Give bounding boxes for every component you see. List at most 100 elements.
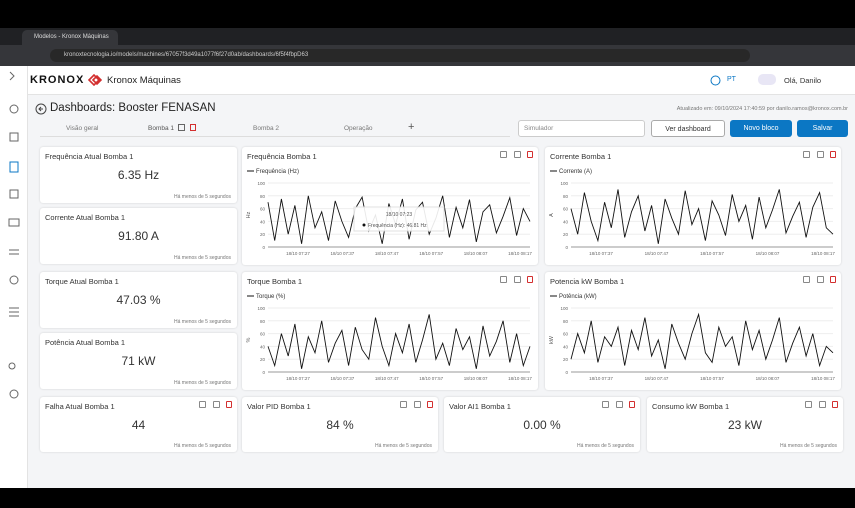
greeting[interactable]: Olá, Danilo [784,76,822,85]
save-button[interactable]: Salvar [797,120,848,137]
back-button[interactable] [35,103,47,115]
url[interactable]: kronoxtecnologia.io/models/machines/6705… [50,49,750,62]
delete-icon[interactable] [629,401,635,408]
brand: KRONOX [30,74,85,86]
language[interactable]: PT [727,76,736,83]
edit-icon[interactable] [178,124,185,131]
tab[interactable]: Operação [344,125,373,132]
card-action[interactable] [514,276,521,283]
delete-icon[interactable] [226,401,232,408]
card-action[interactable] [199,401,206,408]
y-tick-label: 80 [563,319,569,324]
nav-icon[interactable] [8,362,16,370]
nav-icon[interactable] [8,218,20,227]
tab[interactable]: Visão geral [66,125,99,132]
nav-icon[interactable] [9,161,19,173]
view-button[interactable]: Ver dashboard [651,120,725,137]
tab[interactable]: Bomba 2 [253,125,280,132]
chart-card: Corrente Bomba 1 Corrente (A) A 0 20 40 60 80 10… [545,147,841,265]
card-action[interactable] [805,401,812,408]
tab[interactable]: Bomba 1 [148,125,175,132]
tooltip [353,206,445,232]
legend-label: Torque (%) [256,294,285,300]
card-action[interactable] [803,276,810,283]
brand-logo [88,74,102,86]
card-title: Frequência Atual Bomba 1 [45,152,134,161]
y-tick-label: 0 [565,370,568,375]
y-tick-label: 60 [260,332,266,337]
delete-icon[interactable] [830,151,836,158]
y-tick-label: 0 [262,245,265,250]
nav-icon[interactable] [9,104,19,114]
card-action[interactable] [602,401,609,408]
x-tick-label: 18/10 07:57 [700,251,724,256]
y-tick-label: 80 [563,194,569,199]
nav-icon[interactable] [9,189,19,199]
new-block-button[interactable]: Novo bloco [730,120,792,137]
y-tick-label: 60 [260,207,266,212]
x-tick-label: 18/10 07:47 [375,251,399,256]
card-action[interactable] [803,151,810,158]
value-card: Valor PID Bomba 1 84 % Há menos de 5 segun… [242,397,438,452]
nav-icon[interactable] [9,275,19,285]
app-header: KRONOX Kronox Máquinas PT Olá, Danilo [28,66,855,95]
value-card: Potência Atual Bomba 1 71 kW Há menos de 5… [40,333,237,389]
delete-icon[interactable] [527,276,533,283]
delete-icon[interactable] [190,124,196,131]
card-action[interactable] [500,276,507,283]
help-icon[interactable] [710,75,721,86]
card-action[interactable] [817,151,824,158]
delete-icon[interactable] [427,401,433,408]
sidebar-icons [8,71,20,399]
card-footer: Há menos de 5 segundos [375,443,432,449]
card-footer: Há menos de 5 segundos [174,319,231,325]
nav-icon[interactable] [9,249,19,255]
tooltip-dot [362,223,366,227]
card-title: Corrente Atual Bomba 1 [45,213,126,222]
y-tick-label: 0 [262,370,265,375]
delete-icon[interactable] [832,401,838,408]
card-footer: Há menos de 5 segundos [174,255,231,261]
card-action[interactable] [414,401,421,408]
y-tick-label: 20 [563,232,569,237]
nav-icon[interactable] [9,389,19,399]
card-action[interactable] [819,401,826,408]
card-action[interactable] [500,151,507,158]
tab-bar: Modelos - Kronox Máquinas [0,28,855,45]
y-tick-label: 100 [257,306,265,311]
y-axis-label: kW [549,335,555,344]
address-bar: kronoxtecnologia.io/models/machines/6705… [0,45,855,66]
add-tab[interactable]: + [408,121,415,133]
card-value: 23 kW [727,417,762,432]
card-action[interactable] [817,276,824,283]
card-action[interactable] [213,401,220,408]
series-line [570,312,834,369]
card-title: Corrente Bomba 1 [550,152,612,161]
card-footer: Há menos de 5 segundos [577,443,634,449]
chart-card: Torque Bomba 1 Torque (%)% 0 20 40 60 80 100 18/… [242,272,538,390]
line-chart: Corrente (A) A 0 20 40 60 80 100 18/10 07:37 18/1… [549,169,835,256]
chart-card: Potencia kW Bomba 1 Potência (kW) kW 0 20 40 6… [545,272,841,390]
y-axis-label: Hz [246,211,252,218]
select[interactable]: Simulador [518,120,645,137]
card-title: Valor AI1 Bomba 1 [449,402,511,411]
nav-icon[interactable] [9,132,19,142]
delete-icon[interactable] [527,151,533,158]
y-tick-label: 40 [260,344,266,349]
nav-icon[interactable] [9,307,19,317]
delete-icon[interactable] [830,276,836,283]
tabs: Visão geral Bomba 1 Bomba 2 Operação + [40,120,510,137]
menu-arrow[interactable] [9,71,15,81]
card-value: 6.35 Hz [117,168,160,182]
updated-info: Atualizado em: 09/10/2024 17:40:59 por d… [676,106,848,112]
card-title: Falha Atual Bomba 1 [45,402,115,411]
card-value: 84 % [326,417,354,432]
card-action[interactable] [616,401,623,408]
x-tick-label: 18/10 07:47 [645,376,669,381]
card-action[interactable] [400,401,407,408]
series-line [267,314,531,369]
card-title: Valor PID Bomba 1 [247,402,311,411]
browser-tab[interactable]: Modelos - Kronox Máquinas [22,30,118,45]
card-action[interactable] [514,151,521,158]
